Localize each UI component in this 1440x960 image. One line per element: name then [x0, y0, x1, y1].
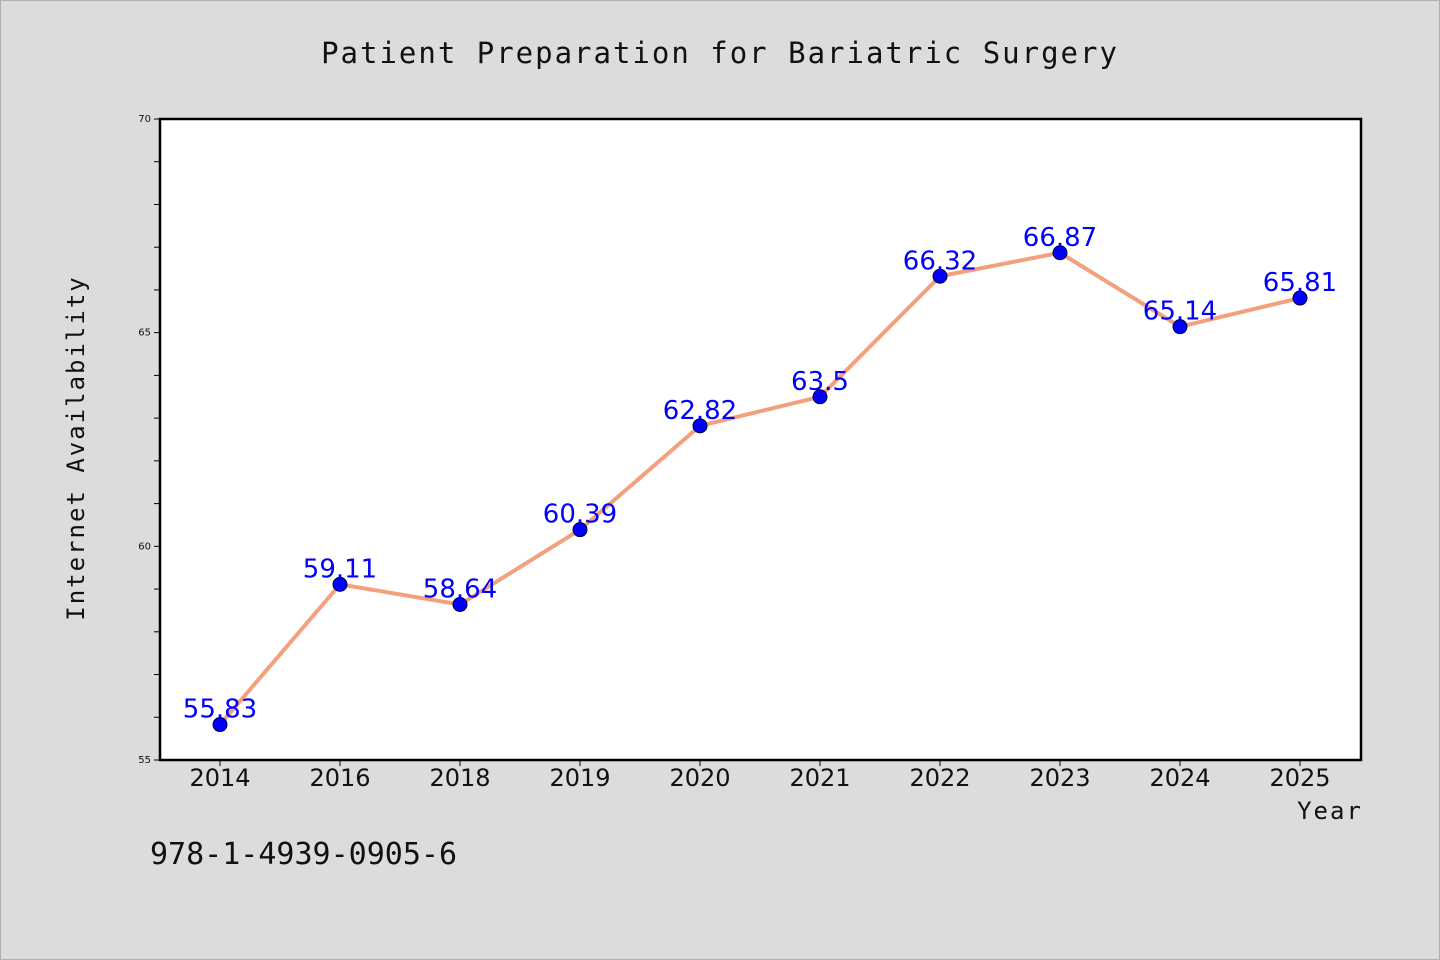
series-line: [218, 250, 1301, 726]
data-label: 63.5: [791, 367, 849, 397]
data-label: 59.11: [303, 554, 377, 584]
data-label: 55.83: [183, 695, 257, 725]
data-point: [812, 389, 828, 405]
y-tick-label: 60: [138, 541, 151, 552]
data-label: 65.14: [1143, 297, 1217, 327]
data-label: 58.64: [423, 574, 497, 604]
data-label: 62.82: [663, 396, 737, 426]
data-label: 66.32: [903, 246, 977, 276]
y-tick-label: 65: [138, 328, 151, 339]
x-axis-ticks: 2014 2016 2018 2019 2020 2021 2022 2023 2024 2025: [189, 760, 1331, 792]
isbn-footer: 978-1-4939-0905-6: [150, 837, 457, 872]
plot-area: [160, 119, 1361, 760]
data-point: [332, 576, 348, 592]
x-tick-label: 2024: [1149, 764, 1210, 792]
series-group: [212, 245, 1308, 733]
data-label: 66.87: [1023, 223, 1097, 253]
data-point: [932, 268, 948, 284]
data-point: [1172, 319, 1188, 335]
data-point: [1292, 290, 1308, 306]
x-tick-label: 2025: [1269, 764, 1330, 792]
x-tick-label: 2023: [1029, 764, 1090, 792]
x-tick-label: 2019: [549, 764, 610, 792]
y-axis-title: Internet Availability: [62, 275, 90, 620]
chart-title: Patient Preparation for Bariatric Surger…: [321, 36, 1119, 70]
data-label: 65.81: [1263, 268, 1337, 298]
y-axis-ticks: 55 60 65 70: [138, 114, 160, 766]
data-point: [572, 522, 588, 538]
data-point: [1052, 245, 1068, 261]
y-tick-label: 70: [138, 114, 151, 125]
x-tick-label: 2014: [189, 764, 250, 792]
data-point: [692, 418, 708, 434]
data-labels: 55.83 59.11 58.64 60.39 62.82 63.5 66.32 66.87 6…: [183, 223, 1337, 725]
plot-border: [158, 117, 1363, 762]
data-label: 60.39: [543, 500, 617, 530]
x-tick-label: 2018: [429, 764, 490, 792]
x-tick-label: 2020: [669, 764, 730, 792]
data-point: [452, 596, 468, 612]
x-tick-label: 2016: [309, 764, 370, 792]
y-tick-label: 55: [138, 755, 151, 766]
data-point: [212, 717, 228, 733]
x-axis-title: Year: [1297, 797, 1363, 825]
x-tick-label: 2022: [909, 764, 970, 792]
x-tick-label: 2021: [789, 764, 850, 792]
